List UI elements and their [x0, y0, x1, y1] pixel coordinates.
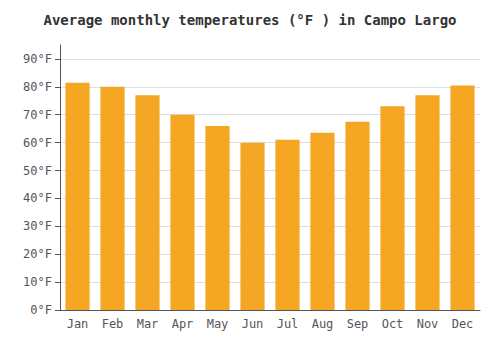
svg-text:May: May	[207, 317, 229, 331]
svg-text:90°F: 90°F	[23, 52, 52, 66]
svg-text:50°F: 50°F	[23, 164, 52, 178]
svg-text:Sep: Sep	[347, 317, 369, 331]
svg-text:Jan: Jan	[67, 317, 89, 331]
svg-text:10°F: 10°F	[23, 275, 52, 289]
svg-text:80°F: 80°F	[23, 80, 52, 94]
svg-text:Feb: Feb	[102, 317, 124, 331]
svg-text:40°F: 40°F	[23, 191, 52, 205]
svg-text:Nov: Nov	[417, 317, 439, 331]
svg-text:Apr: Apr	[172, 317, 194, 331]
svg-text:20°F: 20°F	[23, 247, 52, 261]
svg-text:Aug: Aug	[312, 317, 334, 331]
svg-text:30°F: 30°F	[23, 219, 52, 233]
svg-text:70°F: 70°F	[23, 108, 52, 122]
svg-text:Mar: Mar	[137, 317, 159, 331]
svg-text:60°F: 60°F	[23, 136, 52, 150]
svg-text:0°F: 0°F	[30, 303, 52, 317]
svg-text:Average monthly temperatures (: Average monthly temperatures (°F ) in Ca…	[43, 12, 456, 28]
svg-text:Jun: Jun	[242, 317, 264, 331]
svg-text:Oct: Oct	[382, 317, 404, 331]
svg-text:Dec: Dec	[452, 317, 474, 331]
svg-text:Jul: Jul	[277, 317, 299, 331]
